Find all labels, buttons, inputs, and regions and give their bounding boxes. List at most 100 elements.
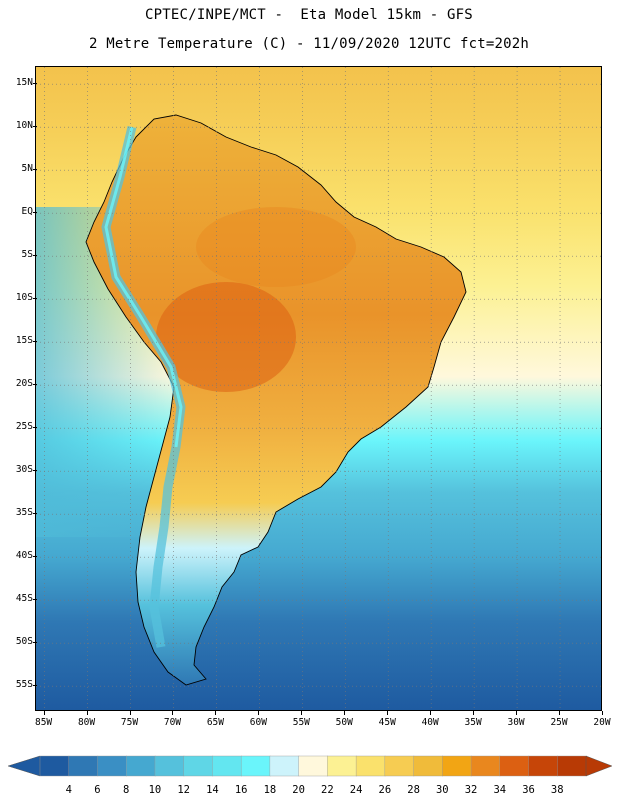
map-subtitle: 2 Metre Temperature (C) - 11/09/2020 12U… xyxy=(88,36,530,52)
latitude-label: 5N xyxy=(21,163,33,175)
colorbar-swatch xyxy=(39,755,70,777)
longitude-tick xyxy=(602,711,603,715)
longitude-tick xyxy=(344,711,346,715)
map-panel[interactable] xyxy=(35,66,602,711)
latitude-label: 35S xyxy=(15,507,33,519)
latitude-tick xyxy=(33,642,37,644)
longitude-tick xyxy=(43,711,45,715)
longitude-tick xyxy=(516,711,518,715)
longitude-label: 55W xyxy=(292,717,310,728)
longitude-label: 45W xyxy=(378,717,396,728)
hot-core-interior xyxy=(156,282,296,392)
colorbar-label: 24 xyxy=(349,784,363,796)
latitude-label: 25S xyxy=(15,421,33,433)
colorbar-graphic xyxy=(7,755,613,777)
graticule xyxy=(36,67,601,710)
longitude-tick xyxy=(430,711,432,715)
colorbar-label: 22 xyxy=(321,784,334,796)
colorbar-label: 20 xyxy=(292,784,305,796)
latitude-tick xyxy=(33,298,37,300)
latitude-label: 5S xyxy=(21,249,33,261)
colorbar-label: 12 xyxy=(177,784,190,796)
colorbar-label: 10 xyxy=(148,784,162,796)
longitude-label: 75W xyxy=(120,717,139,728)
longitude-label: 70W xyxy=(163,717,182,728)
colorbar-label: 8 xyxy=(123,784,130,796)
colorbar-swatch xyxy=(240,755,271,777)
colorbar-swatch xyxy=(183,755,214,777)
latitude-label: 10S xyxy=(15,292,33,304)
colorbar-swatch xyxy=(126,755,156,777)
colorbar-label: 30 xyxy=(435,784,449,796)
latitude-tick xyxy=(33,341,37,343)
latitude-label: 45S xyxy=(15,593,33,605)
colorbar-swatch xyxy=(528,755,558,777)
colorbar-label: 36 xyxy=(522,784,535,796)
latitude-label: 55S xyxy=(15,679,33,691)
longitude-label: 30W xyxy=(507,717,525,728)
latitude-tick xyxy=(33,384,37,386)
colorbar-label: 34 xyxy=(493,784,507,796)
colorbar-label: 14 xyxy=(206,784,219,796)
map-canvas[interactable] xyxy=(36,67,602,711)
andes-high-strip xyxy=(104,126,183,448)
longitude-label: 65W xyxy=(206,717,224,728)
latitude-label: 20S xyxy=(15,378,33,390)
longitude-tick xyxy=(86,711,88,715)
colorbar-label: 26 xyxy=(378,784,392,796)
longitude-label: 20W xyxy=(593,717,611,728)
latitude-tick xyxy=(33,212,37,214)
longitude-tick xyxy=(473,711,475,715)
longitude-tick xyxy=(301,711,303,715)
longitude-label: 85W xyxy=(34,717,53,728)
colorbar-swatch xyxy=(499,755,530,777)
longitude-tick xyxy=(172,711,174,715)
colorbar-swatch xyxy=(154,755,185,777)
colorbar-swatch xyxy=(355,755,386,777)
colorbar-label: 38 xyxy=(550,784,564,796)
colorbar-label: 28 xyxy=(407,784,420,796)
longitude-label: 50W xyxy=(335,717,353,728)
colorbar-swatch xyxy=(442,755,472,777)
latitude-tick xyxy=(33,255,37,257)
colorbar-label: 18 xyxy=(263,784,277,796)
colorbar-label: 16 xyxy=(234,784,248,796)
longitude-label: 60W xyxy=(249,717,267,728)
colorbar-label: 6 xyxy=(94,784,101,796)
latitude-tick xyxy=(33,470,37,472)
longitude-label: 25W xyxy=(550,717,568,728)
longitude-label: 80W xyxy=(77,717,96,728)
map-title: CPTEC/INPE/MCT - Eta Model 15km - GFS xyxy=(145,7,473,23)
colorbar-swatch xyxy=(557,755,587,777)
longitude-label: 35W xyxy=(464,717,482,728)
latitude-tick xyxy=(33,83,37,85)
latitude-label: 50S xyxy=(15,636,33,648)
colorbar-label: 4 xyxy=(65,784,72,796)
latitude-tick xyxy=(33,427,37,429)
colorbar-swatch xyxy=(298,755,329,777)
latitude-label: 15N xyxy=(15,77,33,89)
colorbar-swatch xyxy=(68,755,99,777)
latitude-tick xyxy=(33,513,37,515)
latitude-label: 30S xyxy=(15,464,33,476)
colorbar-swatch xyxy=(269,755,300,777)
longitude-tick xyxy=(215,711,217,715)
colorbar-swatch xyxy=(384,755,415,777)
latitude-label: 15S xyxy=(15,335,33,347)
longitude-tick xyxy=(129,711,131,715)
latitude-label: 10N xyxy=(15,120,33,132)
latitude-label: EQ xyxy=(21,206,33,218)
latitude-tick xyxy=(33,126,37,128)
colorbar-extend-high xyxy=(585,755,613,777)
latitude-tick xyxy=(33,685,37,687)
colorbar-swatch xyxy=(327,755,357,777)
colorbar-swatch xyxy=(212,755,242,777)
latitude-label: 40S xyxy=(15,550,33,562)
latitude-tick xyxy=(33,599,37,601)
longitude-tick xyxy=(258,711,260,715)
south-america-landmass xyxy=(85,114,467,686)
longitude-tick xyxy=(387,711,389,715)
colorbar-swatch xyxy=(97,755,127,777)
colorbar-swatch xyxy=(470,755,501,777)
latitude-tick xyxy=(33,169,37,171)
